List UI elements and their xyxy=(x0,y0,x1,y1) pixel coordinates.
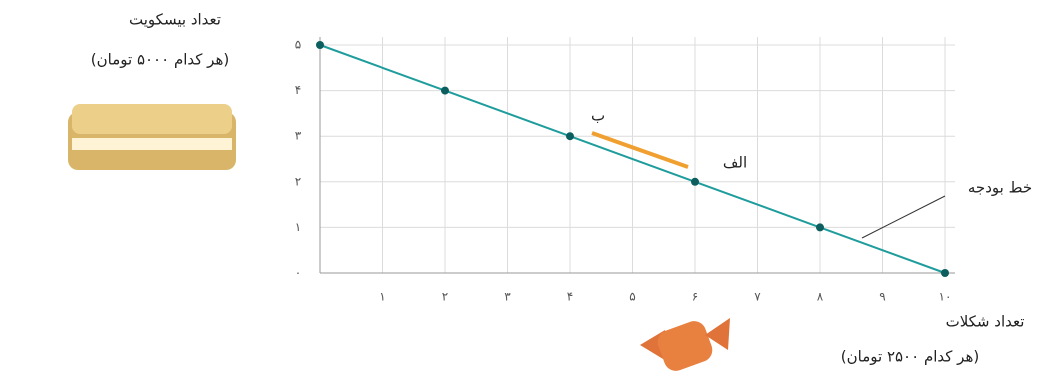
biscuit-icon xyxy=(68,104,236,170)
x-tick-label: ۹ xyxy=(879,290,885,304)
x-axis-label: تعداد شکلات xyxy=(946,313,1025,331)
x-tick-label: ۵ xyxy=(629,290,635,304)
y-tick-label: ۴ xyxy=(295,83,301,97)
x-tick-label: ۶ xyxy=(692,290,698,304)
candy-icon xyxy=(640,318,730,371)
point xyxy=(691,177,699,186)
point xyxy=(441,86,449,95)
y-tick-label: ۰ xyxy=(295,266,301,280)
annotation: الف xyxy=(723,154,747,172)
point xyxy=(816,223,824,232)
x-axis-note: (هر کدام ۲۵۰۰ تومان) xyxy=(841,348,979,366)
y-tick-label: ۲ xyxy=(295,174,301,188)
annotation: ب xyxy=(591,107,605,125)
y-tick-label: ۵ xyxy=(295,38,301,52)
callout-line xyxy=(861,195,946,239)
y-axis-note: (هر کدام ۵۰۰۰ تومان) xyxy=(91,51,229,69)
x-tick-label: ۴ xyxy=(567,290,573,304)
point xyxy=(941,269,949,277)
y-tick-label: ۳ xyxy=(295,129,302,143)
budget-line xyxy=(319,44,946,274)
x-tick-label: ۸ xyxy=(817,290,824,304)
x-tick-label: ۲ xyxy=(442,290,448,304)
x-tick-label: ۳ xyxy=(504,290,511,304)
point xyxy=(566,132,574,141)
x-tick-label: ۷ xyxy=(754,290,761,304)
y-tick-label: ۱ xyxy=(295,220,301,234)
x-tick-label: ۱۰ xyxy=(939,290,952,304)
annotation: خط بودجه xyxy=(968,179,1032,197)
point xyxy=(316,41,324,49)
x-tick-label: ۱ xyxy=(379,290,385,304)
shift-segment xyxy=(591,131,689,169)
y-axis-label: تعداد بیسکویت xyxy=(129,11,221,29)
plot-area: ۰ ۱ ۲ ۳ ۴ ۵ ۱ ۲ ۳ ۴ ۵ ۶ ۷ ۸ ۹ ۱۰ xyxy=(295,37,955,304)
